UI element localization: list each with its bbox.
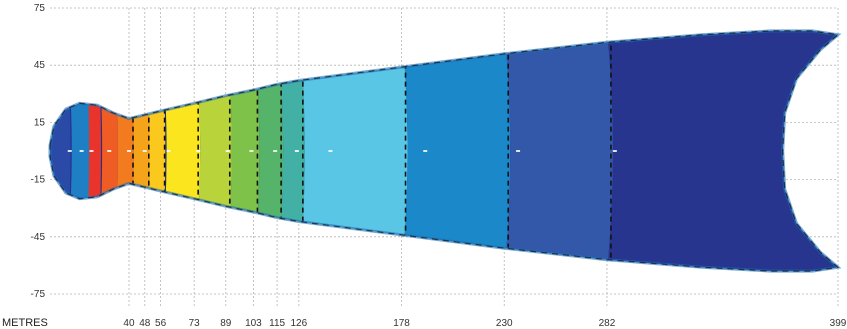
x-tick-label: 178 [393,318,410,329]
contour-band [504,30,613,272]
centerline-marker [196,150,201,152]
centerline-marker [612,150,617,152]
centerline-marker [89,150,94,152]
centerline-marker [67,150,72,152]
x-tick-label: 48 [139,318,151,329]
centerline-marker [423,150,428,152]
centerline-marker [142,150,147,152]
centerline-marker [328,150,333,152]
centerline-marker [294,150,299,152]
centerline-marker [126,150,131,152]
contour-band [253,30,284,272]
x-tick-label: 115 [269,318,285,329]
x-tick-label: 126 [290,318,307,329]
centerline-marker [107,150,112,152]
centerline-marker [79,150,84,152]
x-tick-label: 399 [830,318,847,329]
x-tick-label: 282 [599,318,616,329]
contour-band [298,30,408,272]
centerline-marker [225,150,230,152]
y-tick-label: 45 [34,60,46,71]
centerline-marker [166,150,171,152]
y-tick-label: 15 [34,117,46,128]
axis-ticks: 75 45 15 -15 -45 -75 40 48 56 73 89 103 115 126 178 230… [31,3,847,329]
centerline-marker [273,150,278,152]
y-tick-label: 75 [34,3,46,14]
illumination-contours [48,29,842,273]
contour-band [277,30,305,272]
contour-band [606,30,838,272]
beam-edge-contour [49,30,840,272]
centerline-marker [516,150,521,152]
x-tick-label: 230 [496,318,513,329]
y-tick-label: -75 [31,289,46,300]
x-tick-label: 40 [123,318,135,329]
centerline-marker [249,150,254,152]
x-tick-label: 73 [189,318,201,329]
contour-band [401,30,511,272]
x-tick-label: 103 [245,318,262,329]
x-axis-label: METRES [2,317,48,329]
x-tick-label: 56 [155,318,167,329]
x-tick-label: 89 [220,318,232,329]
y-tick-label: -15 [31,175,46,186]
y-tick-label: -45 [31,232,46,243]
